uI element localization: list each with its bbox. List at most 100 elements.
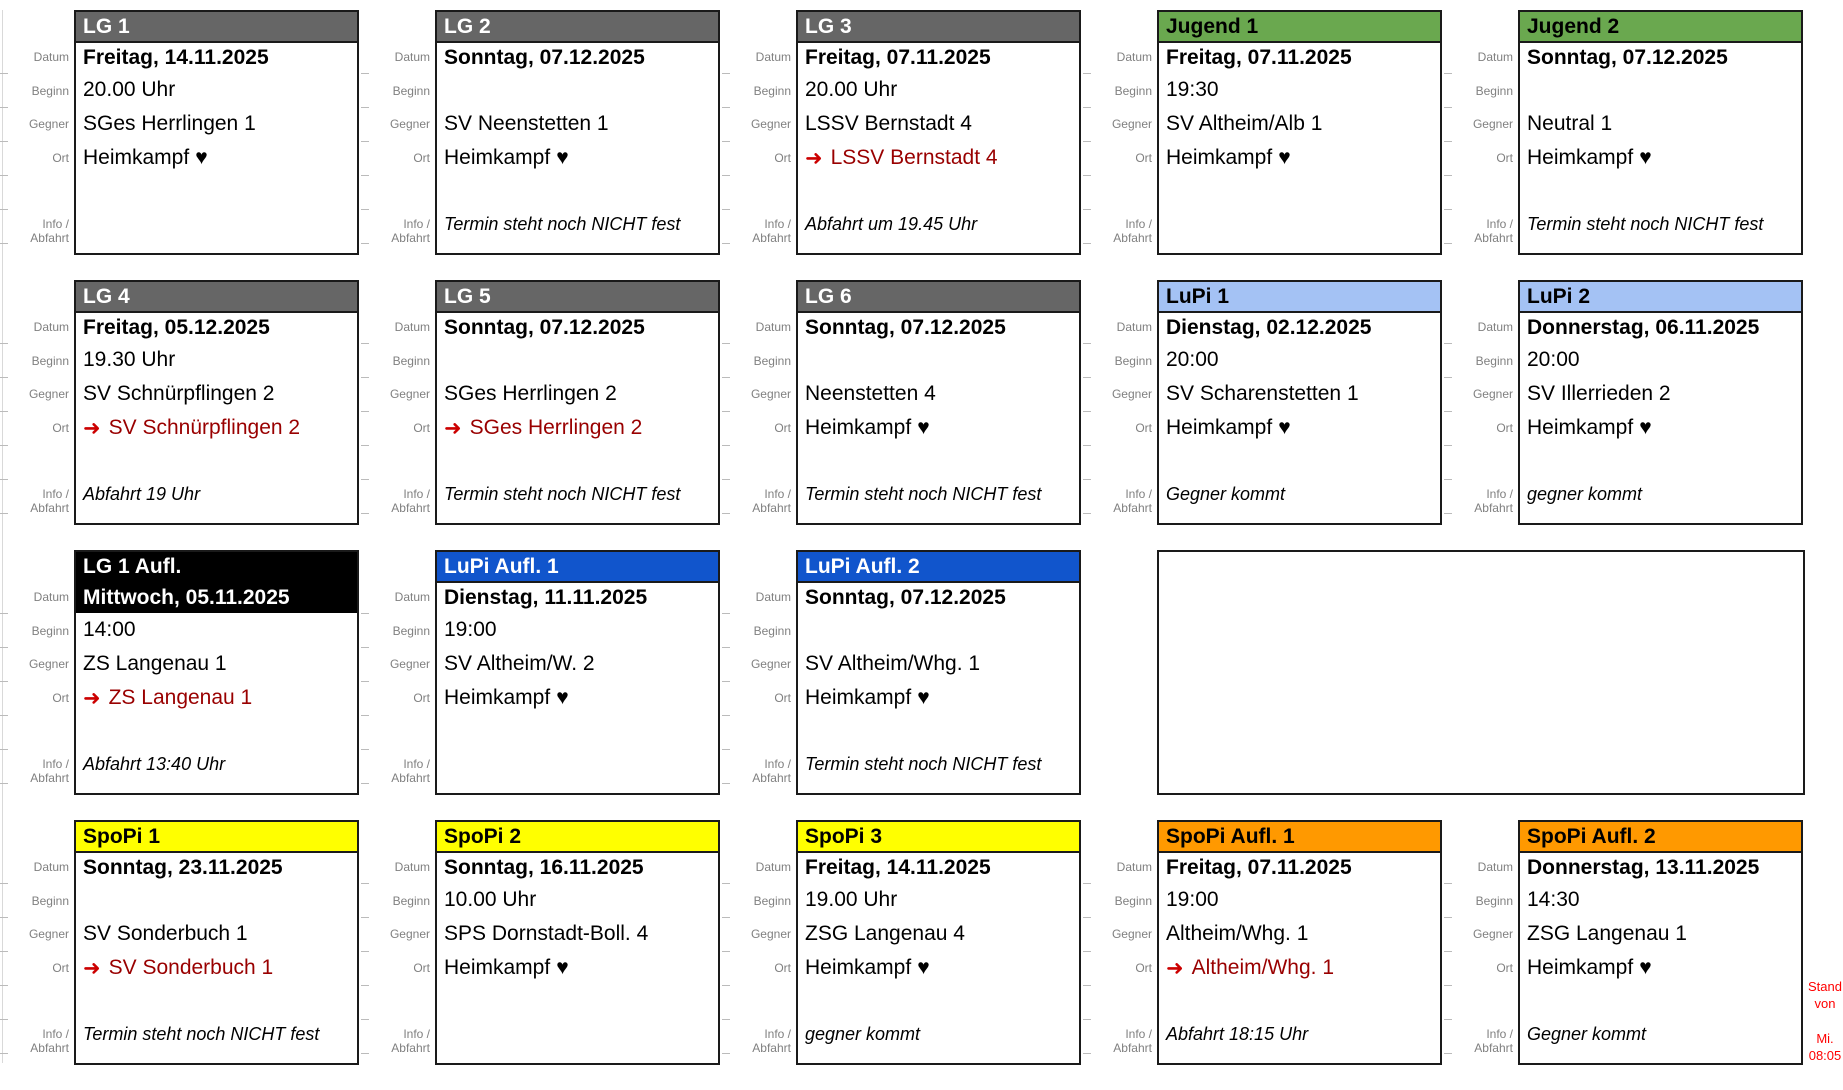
datum-value: Dienstag, 02.12.2025	[1166, 316, 1372, 339]
stand-note-line: Stand	[1808, 979, 1842, 994]
beginn-value: 20.00 Uhr	[805, 78, 898, 101]
row-separator-tick	[1083, 377, 1091, 378]
match-card: LuPi 2 Donnerstag, 06.11.2025 20:00 SV I…	[1518, 280, 1803, 525]
row-separator-tick	[1083, 1019, 1091, 1020]
empty-slot-box	[1157, 550, 1805, 795]
datum-value: Sonntag, 07.12.2025	[805, 586, 1006, 609]
team-title: SpoPi Aufl. 1	[1166, 824, 1295, 848]
row-separator-tick	[0, 343, 8, 344]
label-gegner: Gegner	[1111, 117, 1152, 131]
info-value: Abfahrt 13:40 Uhr	[83, 753, 226, 774]
label-gegner: Gegner	[1111, 387, 1152, 401]
label-datum: Datum	[33, 590, 69, 604]
label-info-abfahrt: Info / Abfahrt	[30, 1027, 69, 1055]
row-label-gutter: Datum Beginn Gegner Ort Info / Abfahrt	[1083, 280, 1157, 525]
beginn-value	[437, 343, 718, 377]
row-separator-tick	[0, 951, 8, 952]
heart-icon: ♥	[556, 686, 569, 709]
row-separator-tick	[722, 1019, 730, 1020]
label-datum: Datum	[1477, 50, 1513, 64]
row-separator-tick	[361, 715, 369, 716]
gegner-value: LSSV Bernstadt 4	[805, 112, 972, 135]
datum-value: Freitag, 05.12.2025	[83, 316, 270, 339]
team-title: LG 1	[83, 14, 130, 38]
label-datum: Datum	[33, 50, 69, 64]
label-ort: Ort	[52, 691, 69, 705]
away-arrow-icon: ➜	[83, 686, 101, 710]
card-header: SpoPi 2	[437, 822, 718, 853]
heart-icon: ♥	[1278, 146, 1291, 169]
ort-text: SGes Herrlingen 2	[469, 416, 643, 439]
card-header: LuPi Aufl. 2	[798, 552, 1079, 583]
heart-icon: ♥	[917, 686, 930, 709]
gegner-value: Neutral 1	[1527, 112, 1613, 135]
schedule-cell: Datum Beginn Gegner Ort Info / Abfahrt S…	[1444, 820, 1805, 1090]
datum-value: Freitag, 07.11.2025	[805, 46, 991, 69]
row-separator-tick	[0, 73, 8, 74]
match-card: LuPi Aufl. 1 Dienstag, 11.11.2025 19:00 …	[435, 550, 720, 795]
label-ort: Ort	[413, 961, 430, 975]
label-ort: Ort	[1135, 961, 1152, 975]
ort-text: Heimkampf	[1527, 416, 1634, 439]
heart-icon: ♥	[1639, 146, 1652, 169]
row-separator-tick	[361, 1053, 369, 1054]
ort-value: Heimkampf ♥	[798, 681, 1079, 715]
label-datum: Datum	[394, 50, 430, 64]
row-separator-tick	[722, 513, 730, 514]
label-info-abfahrt: Info / Abfahrt	[752, 1027, 791, 1055]
match-card: SpoPi Aufl. 2 Donnerstag, 13.11.2025 14:…	[1518, 820, 1803, 1065]
match-card: SpoPi 3 Freitag, 14.11.2025 19.00 Uhr ZS…	[796, 820, 1081, 1065]
ort-text: Heimkampf	[805, 686, 912, 709]
info-value: Abfahrt um 19.45 Uhr	[805, 213, 978, 234]
row-separator-tick	[361, 73, 369, 74]
away-arrow-icon: ➜	[805, 146, 823, 170]
row-separator-tick	[361, 681, 369, 682]
row-label-gutter: Datum Beginn Gegner Ort Info / Abfahrt	[0, 10, 74, 255]
row-separator-tick	[1444, 951, 1452, 952]
row-separator-tick	[1444, 513, 1452, 514]
label-ort: Ort	[774, 421, 791, 435]
row-label-gutter: Datum Beginn Gegner Ort Info / Abfahrt	[0, 550, 74, 795]
row-label-gutter: Datum Beginn Gegner Ort Info / Abfahrt	[1444, 280, 1518, 525]
label-gegner: Gegner	[28, 387, 69, 401]
row-separator-tick	[1444, 479, 1452, 480]
ort-text: Heimkampf	[1166, 416, 1273, 439]
card-header: LG 5	[437, 282, 718, 313]
empty-schedule-slot	[1083, 550, 1805, 820]
label-datum: Datum	[1116, 860, 1152, 874]
label-info-abfahrt: Info / Abfahrt	[752, 757, 791, 785]
label-gegner: Gegner	[750, 927, 791, 941]
row-label-gutter: Datum Beginn Gegner Ort Info / Abfahrt	[361, 280, 435, 525]
label-gegner: Gegner	[750, 387, 791, 401]
beginn-value: 14:00	[83, 618, 136, 641]
card-header: LuPi Aufl. 1	[437, 552, 718, 583]
label-beginn: Beginn	[1475, 354, 1513, 368]
label-ort: Ort	[52, 421, 69, 435]
team-title: LuPi 2	[1527, 284, 1591, 308]
schedule-cell: Datum Beginn Gegner Ort Info / Abfahrt L…	[361, 550, 722, 820]
team-title: LuPi Aufl. 2	[805, 554, 920, 578]
label-info-abfahrt: Info / Abfahrt	[391, 757, 430, 785]
ort-value: Heimkampf ♥	[437, 141, 718, 175]
card-header: LG 1	[76, 12, 357, 43]
ort-text: Heimkampf	[444, 956, 551, 979]
info-value: Termin steht noch NICHT fest	[444, 213, 681, 234]
info-value: gegner kommt	[805, 1023, 921, 1044]
label-datum: Datum	[1116, 320, 1152, 334]
spacer-row	[1520, 445, 1801, 476]
label-datum: Datum	[1477, 320, 1513, 334]
row-separator-tick	[1083, 513, 1091, 514]
stand-note: Stand von Mi. 08:05	[1807, 978, 1843, 1064]
label-info-abfahrt: Info / Abfahrt	[391, 217, 430, 245]
beginn-value	[76, 883, 357, 917]
datum-value: Sonntag, 16.11.2025	[444, 856, 644, 879]
beginn-value: 19.30 Uhr	[83, 348, 176, 371]
datum-value: Sonntag, 07.12.2025	[444, 46, 645, 69]
label-gegner: Gegner	[1472, 927, 1513, 941]
beginn-value: 20.00 Uhr	[83, 78, 176, 101]
row-label-gutter: Datum Beginn Gegner Ort Info / Abfahrt	[1444, 10, 1518, 255]
ort-value: ➜ LSSV Bernstadt 4	[798, 141, 1079, 175]
row-label-gutter: Datum Beginn Gegner Ort Info / Abfahrt	[1083, 10, 1157, 255]
label-gegner: Gegner	[389, 117, 430, 131]
row-separator-tick	[722, 209, 730, 210]
